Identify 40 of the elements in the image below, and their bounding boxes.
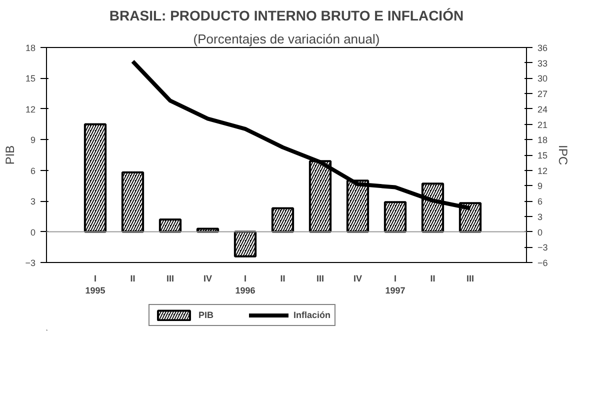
y-axis-title: PIB	[3, 145, 18, 165]
legend-label: Inflación	[293, 310, 330, 320]
y2-tick-label: 21	[538, 120, 548, 130]
x-tick-label: II	[280, 274, 286, 284]
x-tick-label: II	[430, 274, 436, 284]
y-tick-label: 15	[25, 74, 36, 84]
y2-tick-label: 6	[538, 196, 543, 207]
y-tick-label: 3	[30, 196, 36, 207]
y-tick-label: 0	[30, 227, 36, 238]
x-tick-label: IV	[204, 274, 212, 284]
y2-axis-title: IPC	[556, 145, 570, 166]
y2-tick-label: −6	[538, 258, 548, 268]
x-tick-label: III	[466, 274, 474, 284]
y2-tick-label: 3	[538, 212, 543, 222]
chart-title: BRASIL: PRODUCTO INTERNO BRUTO E INFLACIÓN	[109, 8, 464, 24]
x-tick-label: IV	[354, 274, 362, 284]
y-tick-label: −3	[25, 258, 36, 268]
y-tick-label: 18	[25, 43, 36, 53]
legend-label: PIB	[198, 310, 214, 320]
x-tick-label: III	[316, 274, 324, 284]
y2-tick-label: 0	[538, 227, 543, 238]
y2-tick-label: 33	[538, 58, 548, 68]
y-tick-label: 9	[30, 135, 36, 146]
y2-tick-label: 18	[538, 135, 548, 146]
x-tick-label: I 1995	[85, 274, 106, 296]
y-tick-label: 6	[30, 166, 36, 176]
y2-tick-label: 15	[538, 150, 548, 160]
y-tick-label: 12	[25, 104, 36, 114]
chart-subtitle: (Porcentajes de variación anual)	[193, 32, 380, 46]
y2-tick-label: 9	[538, 181, 543, 192]
x-tick-label: I 1996	[235, 274, 256, 296]
y2-tick-label: −3	[538, 242, 548, 253]
x-tick-label: I 1997	[385, 274, 406, 296]
x-tick-label: III	[166, 274, 174, 284]
y2-tick-label: 30	[538, 74, 548, 84]
y2-tick-label: 24	[538, 104, 548, 114]
y2-tick-label: 36	[538, 43, 548, 53]
y2-tick-label: 27	[538, 89, 548, 100]
y2-tick-label: 12	[538, 166, 548, 176]
x-tick-label: II	[130, 274, 136, 284]
